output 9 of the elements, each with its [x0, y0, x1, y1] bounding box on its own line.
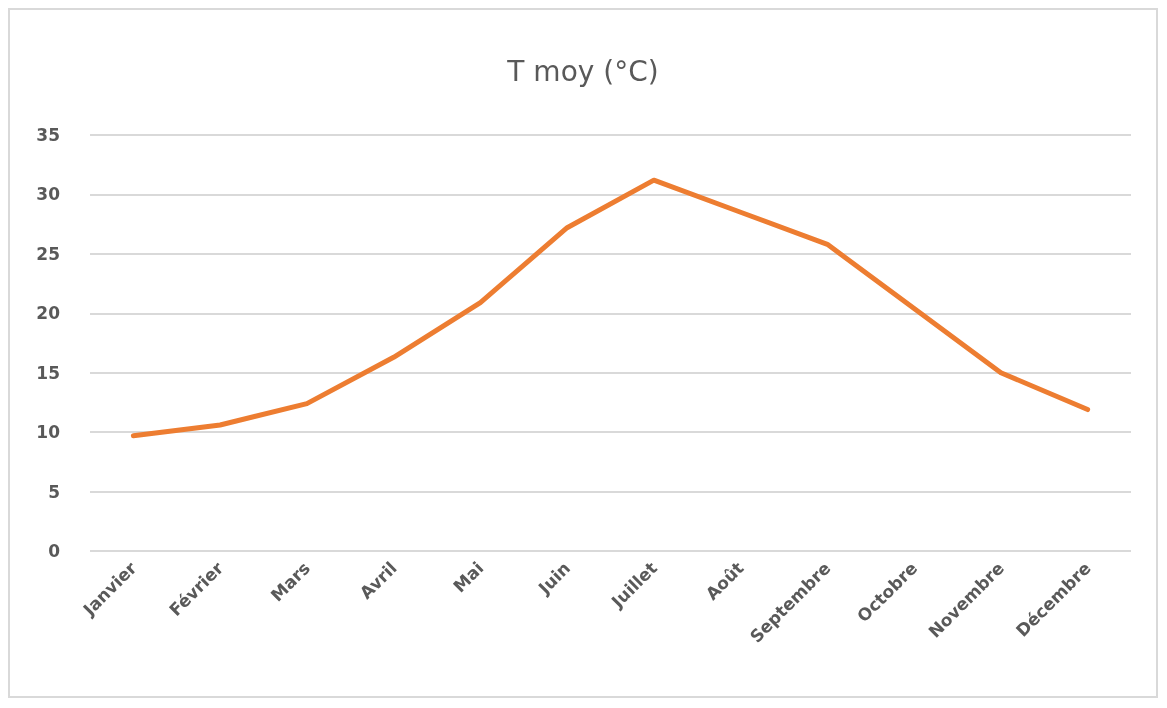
y-tick-label: 5	[48, 481, 60, 502]
y-tick-label: 0	[48, 541, 61, 561]
y-tick-label: 15	[36, 362, 60, 383]
y-tick-label: 20	[36, 303, 61, 324]
y-tick-label: 35	[36, 125, 60, 145]
y-tick-label: 25	[36, 243, 60, 264]
chart-title: T moy (°C)	[506, 54, 659, 88]
y-tick-label: 10	[36, 422, 61, 443]
y-tick-label: 30	[36, 184, 61, 205]
